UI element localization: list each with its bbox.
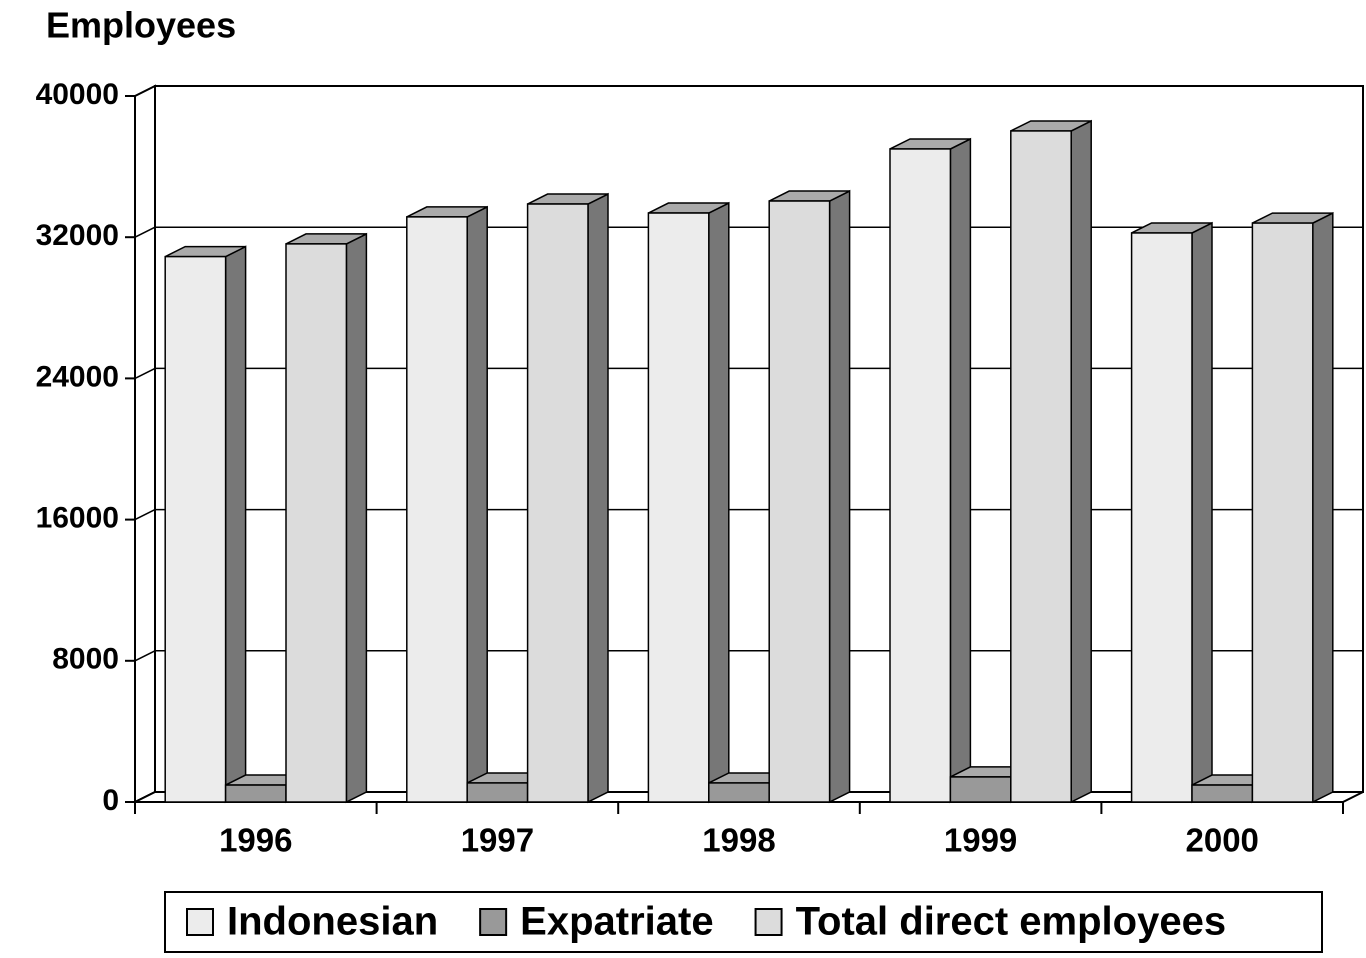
grid-line [134, 508, 156, 521]
side-wall [134, 84, 156, 804]
bar [224, 784, 287, 803]
bar [466, 782, 529, 803]
bar [768, 200, 831, 803]
x-tick-label: 1998 [702, 822, 775, 859]
bar [1191, 784, 1254, 803]
bar-side [828, 189, 851, 804]
bar [164, 255, 227, 803]
x-tick-label: 1997 [461, 822, 534, 859]
grid-line [134, 650, 156, 662]
bar [526, 203, 589, 803]
grid-line [134, 85, 156, 97]
legend-label: Expatriate [520, 900, 713, 944]
x-tick-label: 2000 [1185, 822, 1258, 859]
bar [708, 782, 770, 803]
legend-label: Total direct employees [796, 900, 1227, 944]
grid-line [134, 367, 156, 380]
legend-swatch [479, 908, 508, 936]
bar-side [466, 205, 488, 804]
bar [406, 216, 468, 803]
bar-side [1070, 119, 1092, 804]
bar-side [1312, 211, 1334, 804]
y-tick-label: 16000 [36, 502, 119, 535]
bar-side [949, 137, 972, 804]
x-tick-label: 1999 [944, 822, 1017, 859]
grid-line [134, 791, 156, 803]
y-tick-label: 8000 [52, 643, 119, 676]
chart-title: Employees [46, 5, 236, 46]
bar-side [345, 232, 368, 804]
bar [1130, 232, 1193, 803]
legend-swatch [186, 908, 214, 936]
legend-label: Indonesian [227, 900, 438, 944]
bar-side [587, 192, 609, 804]
y-tick-label: 0 [102, 784, 119, 817]
legend-box [164, 891, 1323, 953]
legend-swatch [754, 908, 783, 936]
y-tick-label: 32000 [36, 219, 119, 252]
bar-side [708, 201, 730, 804]
bar-side [1191, 221, 1213, 804]
y-tick-label: 40000 [36, 78, 119, 111]
bar [647, 212, 710, 803]
bar [1251, 222, 1314, 803]
bar [1010, 130, 1072, 803]
x-tick-label: 1996 [219, 822, 292, 859]
bar [889, 148, 952, 803]
bar [285, 243, 348, 803]
bar [949, 776, 1012, 803]
bar-side [224, 245, 247, 804]
grid-line [134, 226, 156, 238]
y-tick-label: 24000 [36, 360, 119, 393]
